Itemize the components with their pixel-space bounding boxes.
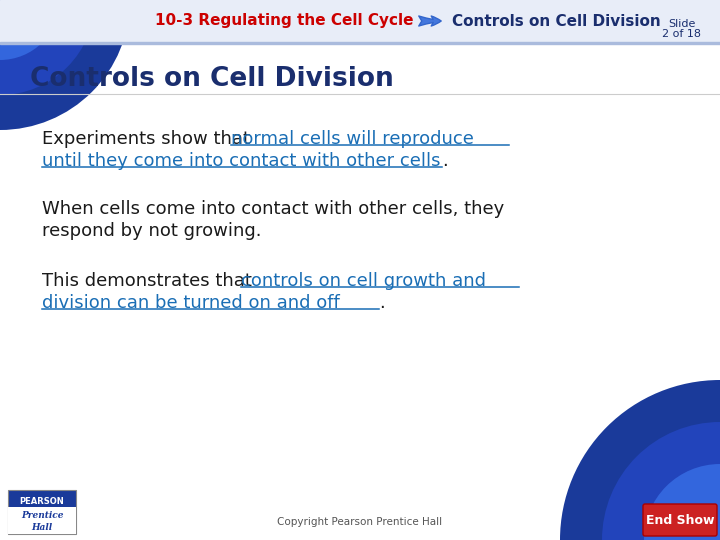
Text: 2 of 18: 2 of 18 bbox=[662, 29, 701, 39]
Text: 10-3 Regulating the Cell Cycle: 10-3 Regulating the Cell Cycle bbox=[155, 14, 413, 29]
Text: .: . bbox=[442, 152, 448, 170]
Wedge shape bbox=[644, 464, 720, 540]
Text: Controls on Cell Division: Controls on Cell Division bbox=[30, 66, 394, 92]
Wedge shape bbox=[0, 0, 60, 60]
Text: When cells come into contact with other cells, they: When cells come into contact with other … bbox=[42, 200, 504, 218]
Text: division can be turned on and off: division can be turned on and off bbox=[42, 294, 340, 312]
Bar bbox=[0, 42, 720, 44]
Text: Hall: Hall bbox=[32, 523, 53, 531]
Wedge shape bbox=[0, 0, 95, 95]
Text: Experiments show that: Experiments show that bbox=[42, 130, 256, 148]
Text: This demonstrates that: This demonstrates that bbox=[42, 272, 258, 290]
Wedge shape bbox=[0, 0, 130, 130]
Bar bbox=[0, 0, 720, 42]
Text: controls on cell growth and: controls on cell growth and bbox=[241, 272, 486, 290]
Wedge shape bbox=[602, 422, 720, 540]
Text: PEARSON: PEARSON bbox=[19, 496, 64, 505]
Text: until they come into contact with other cells: until they come into contact with other … bbox=[42, 152, 441, 170]
Text: normal cells will reproduce: normal cells will reproduce bbox=[231, 130, 474, 148]
Text: End Show: End Show bbox=[646, 514, 714, 526]
Text: Controls on Cell Division: Controls on Cell Division bbox=[452, 14, 661, 29]
Bar bbox=[8, 507, 76, 534]
Text: Slide: Slide bbox=[668, 19, 696, 29]
Text: Prentice: Prentice bbox=[21, 511, 63, 521]
Wedge shape bbox=[560, 380, 720, 540]
FancyBboxPatch shape bbox=[643, 504, 717, 536]
Text: respond by not growing.: respond by not growing. bbox=[42, 222, 261, 240]
Text: Copyright Pearson Prentice Hall: Copyright Pearson Prentice Hall bbox=[277, 517, 443, 527]
Text: .: . bbox=[379, 294, 384, 312]
Bar bbox=[8, 490, 76, 534]
